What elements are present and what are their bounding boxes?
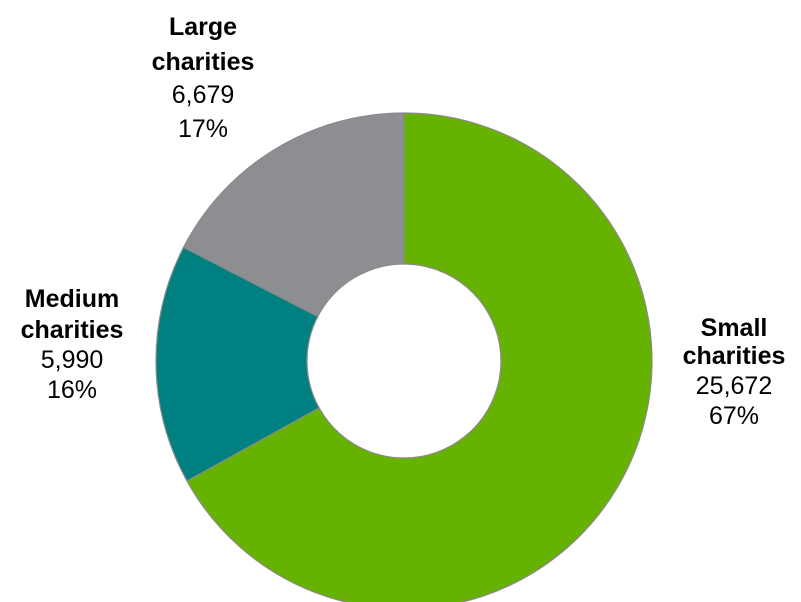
small-value: 25,672	[696, 372, 772, 400]
donut-slice-small-charities	[186, 112, 653, 602]
small-name-line-1: Small	[701, 314, 768, 342]
donut-slices	[155, 112, 653, 602]
small-name-line-2: charities	[683, 342, 786, 370]
label-medium-charities: Medium charities 5,990 16%	[21, 285, 124, 404]
medium-percent: 16%	[47, 376, 97, 404]
small-percent: 67%	[709, 402, 759, 430]
donut-slice-medium-charities	[155, 246, 320, 482]
large-name-line-2: charities	[152, 48, 255, 76]
medium-name-line-2: charities	[21, 316, 124, 344]
large-name-line-1: Large	[169, 13, 237, 41]
label-large-charities: Large charities 6,679 17%	[152, 13, 255, 143]
donut-slice-large-charities	[182, 112, 405, 318]
label-small-charities: Small charities 25,672 67%	[683, 314, 786, 430]
medium-value: 5,990	[41, 346, 104, 374]
large-percent: 17%	[178, 115, 228, 143]
large-value: 6,679	[172, 81, 235, 109]
medium-name-line-1: Medium	[25, 285, 119, 313]
